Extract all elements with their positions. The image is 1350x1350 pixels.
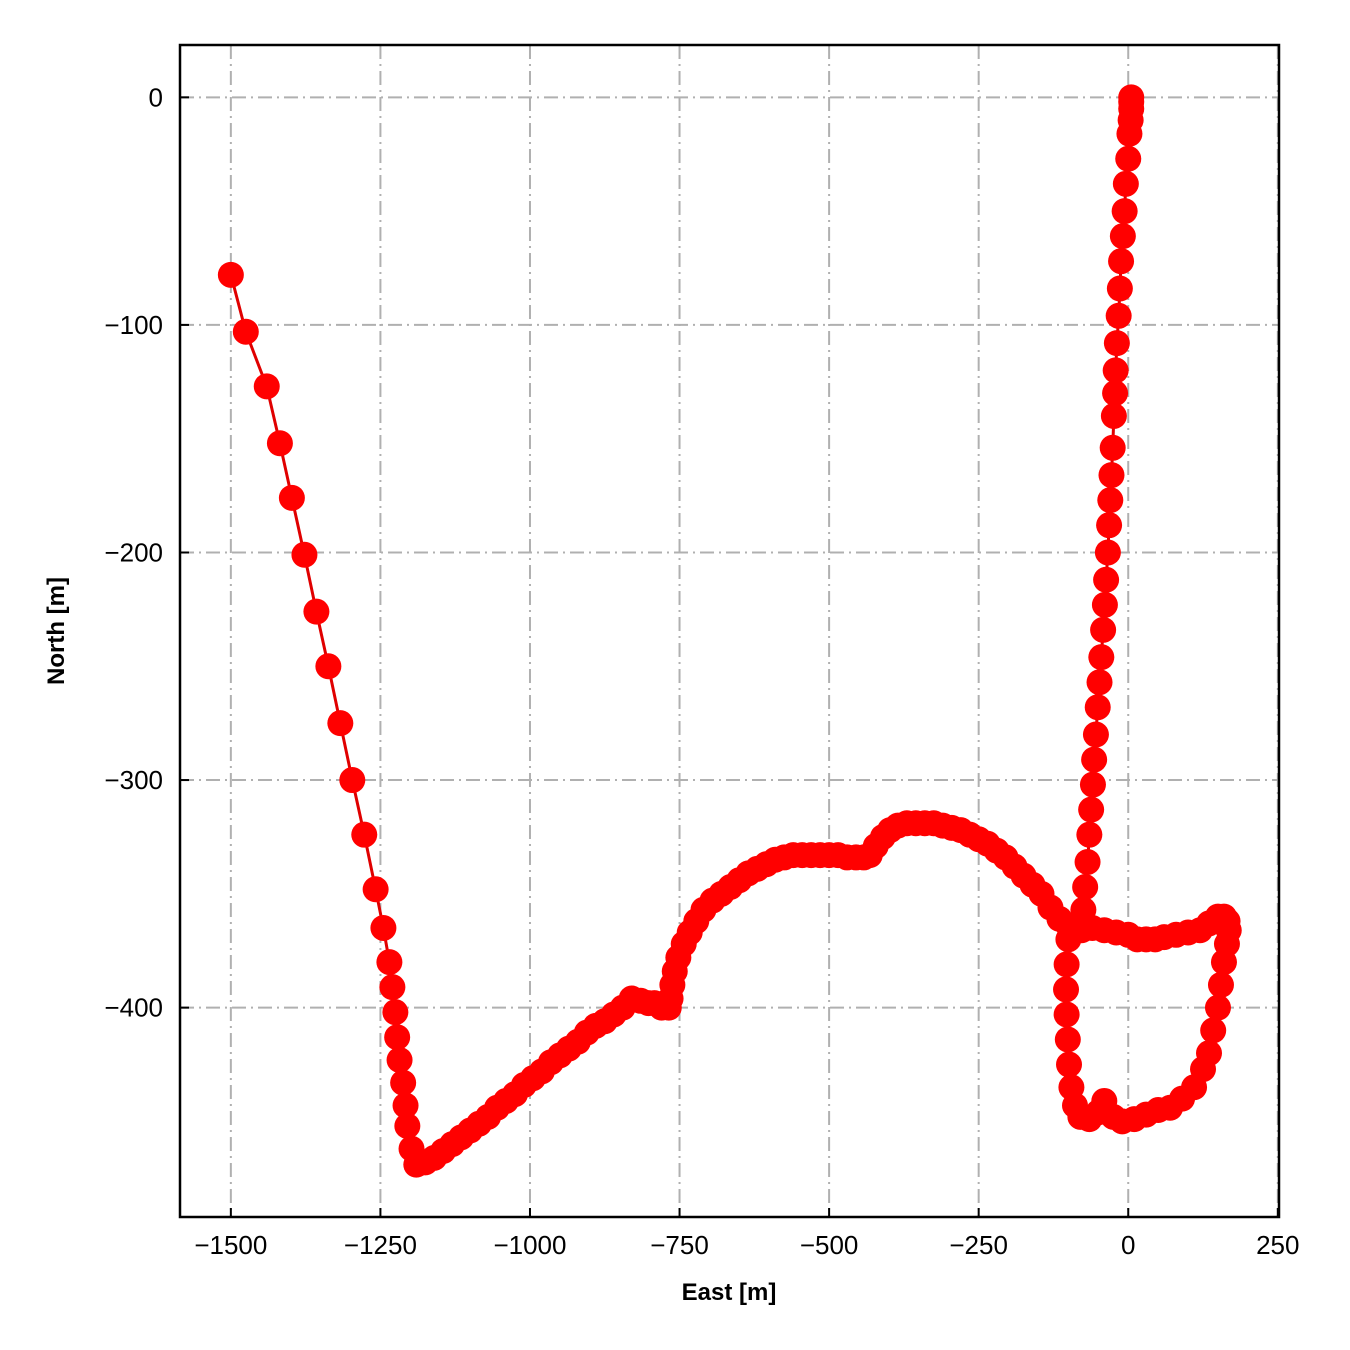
trajectory-point — [1111, 198, 1138, 225]
trajectory-point — [1102, 357, 1129, 384]
trajectory-point — [351, 821, 378, 848]
y-tick-label: −400 — [104, 993, 163, 1023]
y-tick-label: 0 — [149, 82, 163, 112]
trajectory-point — [394, 1112, 421, 1139]
trajectory-point — [376, 949, 403, 976]
trajectory-point — [1053, 1001, 1080, 1028]
x-tick-label: 250 — [1256, 1230, 1299, 1260]
trajectory-point — [1100, 402, 1127, 429]
trajectory-point — [253, 373, 280, 400]
trajectory-point — [1115, 145, 1142, 172]
trajectory-point — [1108, 248, 1135, 275]
trajectory-point — [1097, 487, 1124, 514]
trajectory-point — [362, 876, 389, 903]
trajectory-point — [392, 1092, 419, 1119]
trajectory-point — [1103, 330, 1130, 357]
trajectory-point — [1084, 694, 1111, 721]
trajectory-point — [1106, 275, 1133, 302]
plot-frame — [178, 43, 1281, 1219]
trajectory-point — [1053, 976, 1080, 1003]
axis-ticks: −1500 −1250 −1000 −750 −500 −250 0 250 0 −100 −200… — [104, 82, 1299, 1260]
trajectory-point — [386, 1046, 413, 1073]
trajectory-point — [1094, 539, 1121, 566]
trajectory-point — [315, 653, 342, 680]
trajectory-point — [1200, 1017, 1227, 1044]
trajectory-point — [303, 598, 330, 625]
trajectory-point — [1082, 721, 1109, 748]
trajectory-point — [266, 430, 293, 457]
trajectory-point — [1090, 616, 1117, 643]
trajectory-point — [1056, 1051, 1083, 1078]
trajectory-point — [1074, 848, 1101, 875]
trajectory-point — [384, 1024, 411, 1051]
trajectory-point — [1076, 821, 1103, 848]
y-axis-label: North [m] — [43, 577, 70, 685]
trajectory-point — [1081, 746, 1108, 773]
trajectory-point — [1079, 771, 1106, 798]
x-tick-label: −750 — [650, 1230, 709, 1260]
trajectory-point — [1086, 669, 1113, 696]
trajectory-point — [339, 767, 366, 794]
trajectory-point — [1109, 223, 1136, 250]
trajectory-point — [1072, 874, 1099, 901]
trajectory-point — [379, 974, 406, 1001]
trajectory-point — [291, 541, 318, 568]
y-tick-label: −200 — [104, 537, 163, 567]
trajectory-point — [1112, 170, 1139, 197]
x-axis-label: East [m] — [682, 1279, 777, 1306]
trajectory-point — [1096, 512, 1123, 539]
trajectory-point — [1196, 1040, 1223, 1067]
trajectory-point — [398, 1135, 425, 1162]
x-tick-label: −500 — [800, 1230, 859, 1260]
y-tick-label: −300 — [104, 765, 163, 795]
trajectory-point — [1078, 796, 1105, 823]
trajectory-point — [1204, 994, 1231, 1021]
x-tick-label: 0 — [1121, 1230, 1135, 1260]
trajectory-point — [382, 999, 409, 1026]
trajectory-point — [1054, 1026, 1081, 1053]
trajectory-point — [1091, 591, 1118, 618]
trajectory-point — [1207, 971, 1234, 998]
x-tick-label: −1000 — [493, 1230, 566, 1260]
trajectory-point — [217, 261, 244, 288]
trajectory-point — [390, 1069, 417, 1096]
trajectory-point — [1053, 951, 1080, 978]
trajectory-point — [1093, 566, 1120, 593]
trajectory-point — [1099, 434, 1126, 461]
x-tick-label: −1250 — [344, 1230, 417, 1260]
trajectory-point — [1102, 380, 1129, 407]
trajectory-point — [370, 914, 397, 941]
trajectory-series — [217, 84, 1242, 1178]
y-tick-label: −100 — [104, 310, 163, 340]
trajectory-point — [232, 318, 259, 345]
trajectory-point — [1116, 120, 1143, 147]
trajectory-point — [1098, 462, 1125, 489]
trajectory-point — [327, 710, 354, 737]
trajectory-point — [278, 484, 305, 511]
trajectory-point — [1088, 644, 1115, 671]
x-tick-label: −250 — [949, 1230, 1008, 1260]
trajectory-point — [1105, 302, 1132, 329]
x-tick-label: −1500 — [194, 1230, 267, 1260]
